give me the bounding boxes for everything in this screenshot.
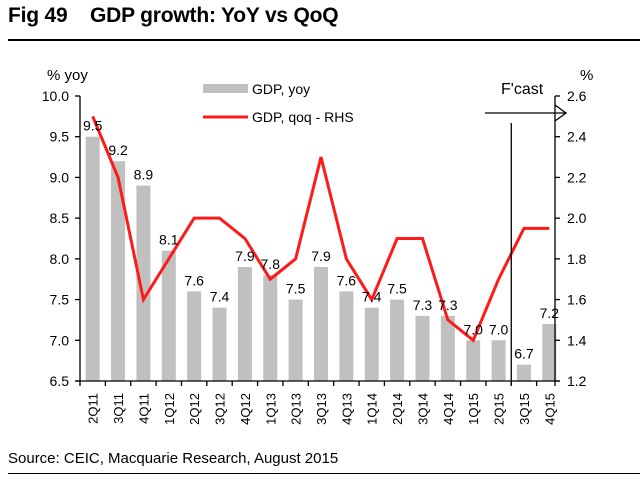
data-label-2q13: 7.5	[286, 281, 306, 297]
x-tick-label-2q15: 2Q15	[492, 393, 507, 425]
x-tick-label-4q14: 4Q14	[441, 393, 456, 425]
bar-2q15	[491, 340, 506, 381]
x-tick-label-3q13: 3Q13	[314, 393, 329, 425]
data-label-4q11: 8.9	[134, 167, 154, 183]
x-tick-label-4q11: 4Q11	[136, 393, 151, 424]
bar-2q11	[85, 136, 100, 381]
x-tick-label-1q14: 1Q14	[365, 393, 380, 425]
left-tick-label: 9.5	[50, 129, 70, 145]
x-tick-label-1q13: 1Q13	[263, 393, 278, 425]
right-tick-label: 1.2	[567, 373, 587, 389]
forecast-label: F'cast	[501, 81, 544, 98]
x-tick-label-1q15: 1Q15	[466, 393, 481, 425]
x-tick-label-2q14: 2Q14	[390, 393, 405, 425]
right-axis-title: %	[580, 67, 593, 84]
left-tick-label: 7.5	[50, 292, 70, 308]
right-tick-label: 1.8	[567, 251, 587, 267]
x-tick-label-3q15: 3Q15	[517, 393, 532, 425]
bar-3q14	[415, 315, 430, 381]
bar-2q13	[288, 299, 303, 381]
x-tick-label-3q14: 3Q14	[415, 393, 430, 425]
x-tick-label-3q12: 3Q12	[213, 393, 228, 425]
data-label-1q15: 7.0	[463, 321, 483, 337]
bar-1q15	[466, 340, 481, 381]
right-tick-label: 2.4	[567, 129, 587, 145]
left-tick-label: 9.0	[50, 169, 70, 185]
data-label-3q13: 7.9	[311, 248, 331, 264]
data-label-1q12: 8.1	[159, 232, 179, 248]
bar-4q13	[339, 291, 354, 381]
legend: GDP, yoy GDP, qoq - RHS	[203, 81, 354, 125]
data-label-2q12: 7.6	[184, 272, 204, 288]
qoq-line	[91, 115, 550, 343]
bar-4q12	[237, 267, 252, 381]
right-tick-label: 2.2	[567, 169, 587, 185]
forecast-annotation: F'cast	[485, 81, 568, 385]
left-tick-label: 6.5	[50, 373, 70, 389]
x-tick-label-2q11: 2Q11	[86, 393, 101, 424]
title-divider	[8, 39, 640, 41]
bar-1q12	[161, 250, 176, 381]
left-axis-title: % yoy	[47, 67, 88, 84]
data-label-4q14: 7.3	[438, 297, 458, 313]
data-label-4q13: 7.6	[337, 272, 357, 288]
x-tick-label-4q15: 4Q15	[542, 393, 557, 425]
left-tick-label: 8.0	[50, 251, 70, 267]
right-tick-label: 2.0	[567, 210, 587, 226]
bar-4q15	[542, 324, 557, 381]
x-tick-label-4q13: 4Q13	[339, 393, 354, 425]
legend-swatch-yoy	[203, 84, 248, 93]
bar-4q14	[440, 315, 455, 381]
right-tick-label: 1.4	[567, 332, 587, 348]
data-label-3q15: 6.7	[514, 346, 534, 362]
x-tick-label-2q13: 2Q13	[289, 393, 304, 425]
data-label-2q14: 7.5	[387, 281, 407, 297]
right-tick-label: 1.6	[567, 292, 587, 308]
bar-1q14	[364, 307, 379, 381]
legend-label-yoy: GDP, yoy	[252, 81, 310, 97]
left-tick-label: 10.0	[42, 88, 69, 104]
data-label-4q12: 7.9	[235, 248, 255, 264]
data-label-2q11: 9.5	[83, 118, 103, 134]
bar-3q15	[516, 364, 531, 381]
bar-2q12	[187, 291, 202, 381]
data-label-2q15: 7.0	[489, 321, 509, 337]
bar-3q13	[314, 267, 328, 381]
legend-label-qoq: GDP, qoq - RHS	[252, 109, 354, 125]
data-label-1q14: 7.4	[362, 289, 382, 305]
bar-3q12	[212, 307, 227, 381]
data-label-3q14: 7.3	[413, 297, 433, 313]
figure-title: Fig 49 GDP growth: YoY vs QoQ	[8, 4, 339, 27]
x-tick-label-4q12: 4Q12	[238, 393, 253, 425]
left-tick-label: 7.0	[50, 332, 70, 348]
source-note: Source: CEIC, Macquarie Research, August…	[8, 450, 339, 467]
x-tick-label-1q12: 1Q12	[162, 393, 177, 425]
data-label-3q12: 7.4	[210, 289, 230, 305]
bar-1q13	[263, 275, 278, 381]
right-tick-label: 2.6	[567, 88, 587, 104]
bar-4q11	[136, 185, 151, 381]
left-tick-label: 8.5	[50, 210, 70, 226]
data-label-1q13: 7.8	[261, 256, 281, 272]
x-tick-label-3q11: 3Q11	[111, 393, 126, 424]
data-label-4q15: 7.2	[540, 305, 560, 321]
data-label-3q11: 9.2	[108, 142, 128, 158]
x-tick-label-2q12: 2Q12	[187, 393, 202, 425]
bar-3q11	[111, 161, 126, 381]
bar-2q14	[390, 299, 405, 381]
gdp-chart: 10.0 9.5 9.0 8.5 8.0 7.5 7.0 6.5 2.6 2.4 2.2 2.0 1.8…	[42, 67, 594, 425]
forecast-arrow-head	[554, 104, 568, 122]
footer-divider	[8, 473, 640, 474]
